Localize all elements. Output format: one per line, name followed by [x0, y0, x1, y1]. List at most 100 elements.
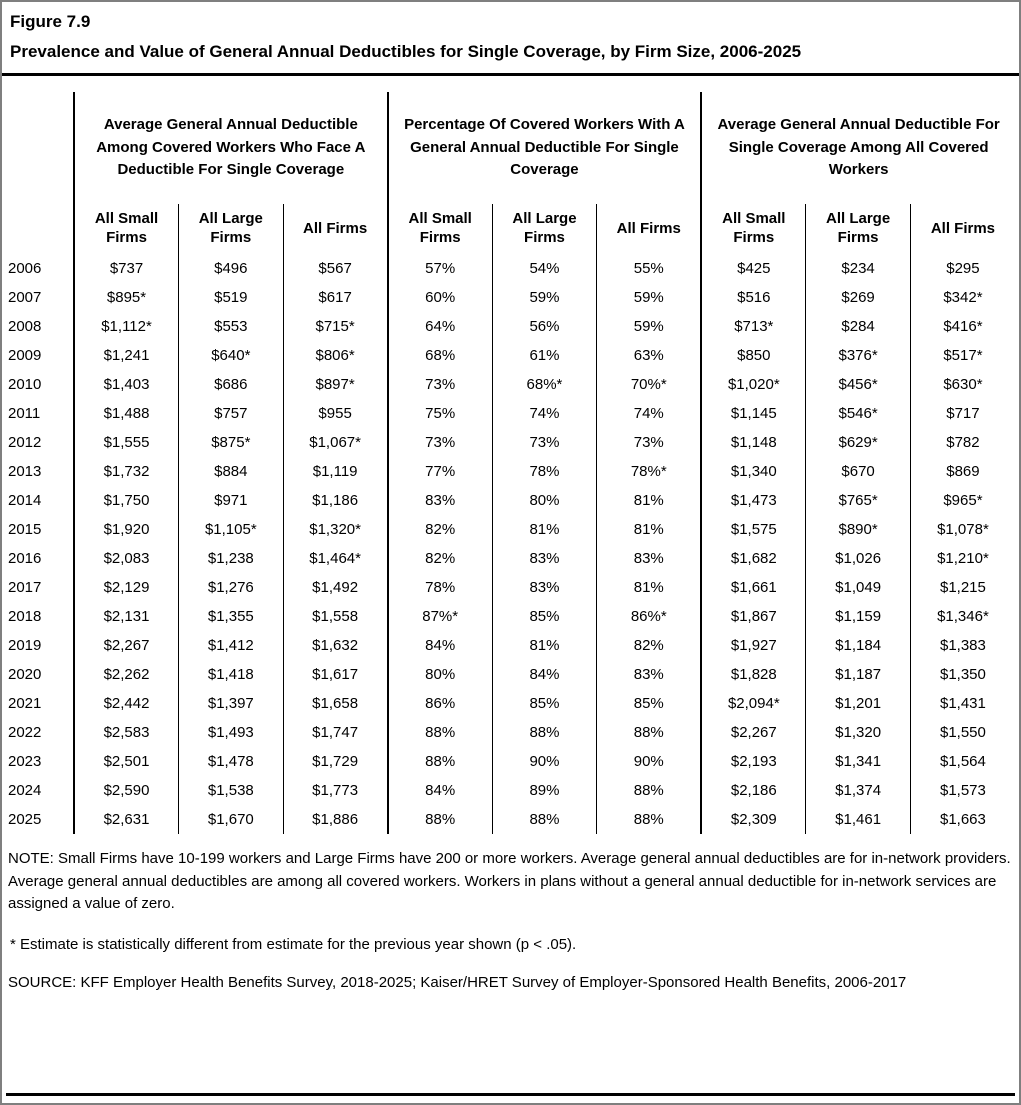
data-cell: $1,067* [282, 428, 388, 458]
data-cell: $1,346* [909, 602, 1015, 632]
data-cell: 88% [596, 718, 702, 748]
data-cell: $1,886 [282, 805, 388, 835]
data-cell: $2,442 [73, 689, 179, 719]
data-cell: $629* [805, 428, 911, 458]
table-row: 2021 $2,442 $1,397 $1,658 86% 85% 85% $2,094* $1… [6, 689, 1015, 719]
data-cell: 75% [386, 399, 493, 429]
data-cell: $869 [909, 457, 1015, 487]
col-header-g1-3: All Firms [282, 204, 388, 255]
year-cell: 2006 [8, 260, 42, 278]
year-cell: 2022 [8, 724, 42, 742]
data-cell: $1,488 [73, 399, 179, 429]
data-cell: 81% [491, 515, 597, 545]
data-cell: $553 [178, 312, 284, 342]
col-header-g2-2: All Large Firms [491, 204, 597, 255]
data-cell: $496 [178, 254, 284, 284]
data-cell: 83% [386, 486, 493, 516]
table-row: 2011 $1,488 $757 $955 75% 74% 74% $1,145 $546* $7… [6, 399, 1015, 429]
data-cell: $2,186 [700, 776, 806, 806]
col-header-g1-2: All Large Firms [178, 204, 284, 255]
data-cell: $1,750 [73, 486, 179, 516]
year-cell: 2007 [8, 289, 42, 307]
data-cell: $1,412 [178, 631, 284, 661]
data-cell: 64% [386, 312, 493, 342]
data-cell: $1,555 [73, 428, 179, 458]
data-cell: 81% [596, 486, 702, 516]
data-cell: $1,920 [73, 515, 179, 545]
footnotes: NOTE: Small Firms have 10-199 workers an… [2, 834, 1019, 995]
year-cell: 2018 [8, 608, 42, 626]
data-cell: $1,020* [700, 370, 806, 400]
year-cell: 2009 [8, 347, 42, 365]
table-row: 2006 $737 $496 $567 57% 54% 55% $425 $234 $295 [6, 254, 1015, 284]
data-cell: $955 [282, 399, 388, 429]
data-cell: 81% [491, 631, 597, 661]
data-cell: $1,383 [909, 631, 1015, 661]
table-row: 2008 $1,112* $553 $715* 64% 56% 59% $713* $284 $4… [6, 312, 1015, 342]
data-cell: 88% [386, 805, 493, 835]
data-cell: $890* [805, 515, 911, 545]
deductibles-table: Average General Annual Deductible Among … [6, 92, 1015, 835]
data-cell: $2,501 [73, 747, 179, 777]
year-cell: 2019 [8, 637, 42, 655]
data-cell: $757 [178, 399, 284, 429]
corner-blank [6, 92, 74, 204]
data-cell: $1,238 [178, 544, 284, 574]
data-cell: $1,747 [282, 718, 388, 748]
data-cell: 77% [386, 457, 493, 487]
data-cell: $1,575 [700, 515, 806, 545]
data-cell: $1,105* [178, 515, 284, 545]
table-row: 2025 $2,631 $1,670 $1,886 88% 88% 88% $2,309 $1,… [6, 805, 1015, 835]
data-cell: 78% [386, 573, 493, 603]
data-cell: 78% [491, 457, 597, 487]
data-cell: 86% [386, 689, 493, 719]
table-row: 2022 $2,583 $1,493 $1,747 88% 88% 88% $2,267 $1,… [6, 718, 1015, 748]
data-cell: $1,201 [805, 689, 911, 719]
year-cell: 2012 [8, 434, 42, 452]
data-cell: $1,341 [805, 747, 911, 777]
table-row: 2023 $2,501 $1,478 $1,729 88% 90% 90% $2,193 $1,… [6, 747, 1015, 777]
data-cell: $1,112* [73, 312, 179, 342]
data-cell: 74% [491, 399, 597, 429]
year-cell: 2015 [8, 521, 42, 539]
data-cell: 82% [386, 544, 493, 574]
data-cell: 68% [386, 341, 493, 371]
data-cell: $1,320* [282, 515, 388, 545]
data-cell: $1,538 [178, 776, 284, 806]
note-text: NOTE: Small Firms have 10-199 workers an… [8, 850, 1011, 913]
group-header-row: Average General Annual Deductible Among … [6, 92, 1015, 205]
data-cell: $640* [178, 341, 284, 371]
data-cell: 89% [491, 776, 597, 806]
table-row: 2009 $1,241 $640* $806* 68% 61% 63% $850 $376* $5… [6, 341, 1015, 371]
year-cell: 2016 [8, 550, 42, 568]
data-cell: $2,083 [73, 544, 179, 574]
data-cell: $1,617 [282, 660, 388, 690]
data-cell: 59% [596, 283, 702, 313]
table-row: 2010 $1,403 $686 $897* 73% 68%* 70%* $1,020* $45… [6, 370, 1015, 400]
table-row: 2012 $1,555 $875* $1,067* 73% 73% 73% $1,148 $62… [6, 428, 1015, 458]
table-row: 2014 $1,750 $971 $1,186 83% 80% 81% $1,473 $765*… [6, 486, 1015, 516]
data-cell: $875* [178, 428, 284, 458]
data-cell: 60% [386, 283, 493, 313]
bottom-divider [6, 1093, 1015, 1096]
data-cell: 73% [491, 428, 597, 458]
data-cell: 85% [491, 602, 597, 632]
data-cell: $2,309 [700, 805, 806, 835]
data-cell: 84% [491, 660, 597, 690]
data-cell: $1,658 [282, 689, 388, 719]
year-cell: 2008 [8, 318, 42, 336]
table-row: 2015 $1,920 $1,105* $1,320* 82% 81% 81% $1,575 $… [6, 515, 1015, 545]
data-cell: $1,431 [909, 689, 1015, 719]
table-row: 2013 $1,732 $884 $1,119 77% 78% 78%* $1,340 $670… [6, 457, 1015, 487]
table-row: 2016 $2,083 $1,238 $1,464* 82% 83% 83% $1,682 $1… [6, 544, 1015, 574]
data-cell: $1,187 [805, 660, 911, 690]
data-cell: $1,350 [909, 660, 1015, 690]
data-cell: $1,355 [178, 602, 284, 632]
group-header-2: Percentage Of Covered Workers With A Gen… [386, 92, 702, 205]
data-cell: $342* [909, 283, 1015, 313]
data-cell: $567 [282, 254, 388, 284]
data-cell: 61% [491, 341, 597, 371]
title-divider [2, 73, 1019, 77]
data-cell: $1,340 [700, 457, 806, 487]
data-cell: $1,215 [909, 573, 1015, 603]
